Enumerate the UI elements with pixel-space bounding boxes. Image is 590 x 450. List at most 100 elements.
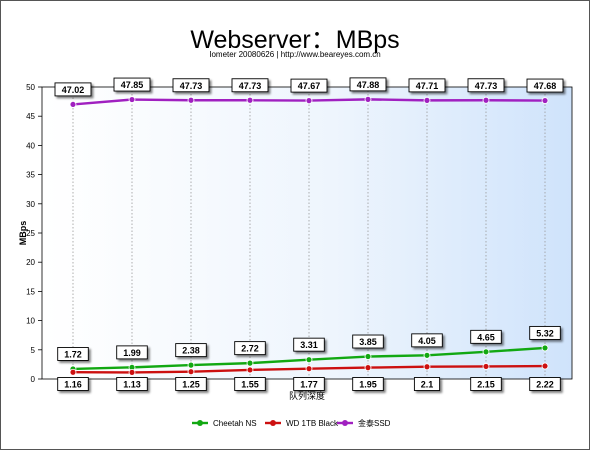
data-label-cheetah: 4.65 [477, 332, 495, 342]
legend-marker [342, 420, 348, 426]
data-point [364, 364, 372, 372]
y-tick-label: 25 [26, 229, 35, 238]
data-label-wd-box [293, 377, 325, 391]
data-point [423, 96, 431, 104]
legend-label: 金泰SSD [358, 418, 391, 428]
chart-subtitle: Iometer 20080626 | http://www.beareyes.c… [209, 50, 381, 59]
data-point [305, 356, 313, 364]
data-point [364, 95, 372, 103]
data-label-cheetah: 1.99 [123, 348, 141, 358]
data-point [423, 363, 431, 371]
data-label-wd: 2.15 [477, 380, 495, 390]
data-label-cheetah-box [116, 345, 148, 360]
data-point [246, 96, 254, 104]
data-label-wd-box [175, 377, 207, 391]
data-label-wd-box [529, 377, 561, 391]
data-label-wd: 1.55 [241, 380, 259, 390]
data-point [482, 96, 490, 104]
data-label-cheetah: 1.72 [64, 349, 82, 359]
data-label-cheetah-box [175, 343, 207, 358]
data-point [69, 368, 77, 376]
data-label-wd: 2.1 [421, 380, 434, 390]
data-label-wd-box [352, 377, 384, 391]
legend-marker [270, 420, 276, 426]
x-axis-label: 队列深度 [289, 390, 325, 401]
data-label-wd: 1.95 [359, 380, 377, 390]
data-point [541, 362, 549, 370]
data-point [423, 351, 431, 359]
data-label-ssd: 47.71 [416, 81, 439, 91]
data-point [541, 97, 549, 104]
data-label-ssd: 47.02 [62, 85, 85, 95]
y-tick-label: 45 [26, 112, 35, 121]
data-label-ssd-box [526, 78, 564, 93]
data-label-ssd: 47.73 [239, 81, 262, 91]
y-tick-label: 15 [26, 287, 35, 296]
y-tick-label: 0 [31, 375, 36, 384]
data-point [364, 353, 372, 360]
y-tick-label: 35 [26, 171, 35, 180]
data-label-cheetah: 4.05 [418, 336, 436, 346]
data-label-wd-box [116, 377, 148, 391]
data-label-ssd: 47.73 [475, 81, 498, 91]
data-label-ssd-box [408, 78, 446, 93]
data-label-ssd: 47.67 [298, 81, 321, 91]
data-label-wd: 1.77 [300, 380, 318, 390]
data-label-cheetah-box [470, 329, 502, 344]
data-label-ssd: 47.88 [357, 80, 380, 90]
data-label-wd-box [413, 377, 441, 391]
y-axis-label: MBps [18, 221, 28, 246]
data-label-ssd-box [349, 77, 387, 92]
data-point [187, 361, 195, 369]
data-label-wd: 1.13 [123, 380, 141, 390]
legend-label: WD 1TB Black [286, 419, 339, 428]
data-label-wd-box [234, 377, 266, 391]
data-point [482, 348, 490, 356]
legend-label: Cheetah NS [213, 419, 257, 428]
y-tick-label: 50 [26, 83, 35, 92]
data-label-wd-box [470, 377, 502, 391]
data-point [541, 344, 549, 352]
data-label-ssd-box [172, 78, 210, 93]
data-point [187, 96, 195, 104]
data-label-ssd: 47.85 [121, 80, 144, 90]
data-label-ssd-box [467, 78, 505, 93]
data-label-wd-box [57, 377, 89, 391]
data-label-cheetah-box [352, 334, 384, 349]
y-tick-label: 5 [31, 346, 36, 355]
y-tick-label: 10 [26, 317, 35, 326]
data-label-cheetah: 5.32 [536, 328, 554, 338]
data-label-wd: 1.16 [64, 380, 82, 390]
data-point [128, 96, 136, 103]
y-tick-label: 30 [26, 200, 35, 209]
data-label-cheetah-box [57, 347, 89, 361]
data-label-cheetah-box [293, 337, 325, 352]
data-label-cheetah: 2.38 [182, 346, 200, 356]
chart-title: Webserver：MBps [190, 26, 400, 54]
data-point [305, 365, 313, 373]
data-point [187, 368, 195, 376]
data-point [246, 359, 254, 367]
data-label-cheetah-box [234, 341, 266, 356]
data-label-ssd-box [231, 78, 269, 93]
data-label-ssd: 47.73 [180, 81, 203, 91]
data-point [246, 366, 254, 374]
data-label-wd: 1.25 [182, 380, 200, 390]
data-label-wd: 2.22 [536, 380, 554, 390]
y-tick-label: 20 [26, 258, 35, 267]
data-label-ssd-box [290, 78, 328, 93]
data-point [128, 369, 136, 376]
legend-marker [197, 420, 203, 426]
data-label-cheetah: 3.85 [359, 337, 377, 347]
data-label-cheetah: 2.72 [241, 344, 259, 354]
data-label-cheetah: 3.31 [300, 340, 318, 350]
data-point [69, 101, 77, 108]
data-point [305, 97, 313, 105]
data-label-ssd: 47.68 [534, 81, 557, 91]
data-label-cheetah-box [529, 325, 561, 340]
data-label-cheetah-box [411, 333, 443, 348]
data-label-ssd-box [54, 82, 92, 97]
y-tick-label: 40 [26, 141, 35, 150]
data-label-ssd-box [113, 77, 151, 92]
